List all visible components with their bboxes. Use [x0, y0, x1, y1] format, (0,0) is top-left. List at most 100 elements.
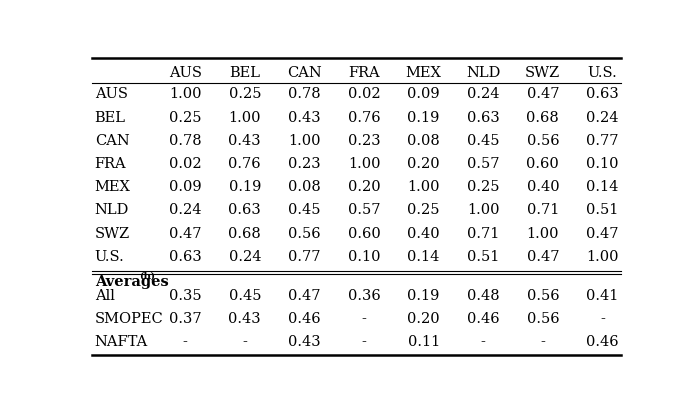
Text: 0.60: 0.60 — [527, 157, 559, 171]
Text: 0.76: 0.76 — [348, 111, 380, 125]
Text: 0.14: 0.14 — [586, 180, 619, 194]
Text: BEL: BEL — [95, 111, 125, 125]
Text: 0.02: 0.02 — [348, 87, 380, 101]
Text: 0.09: 0.09 — [169, 180, 202, 194]
Text: 0.43: 0.43 — [229, 312, 261, 326]
Text: AUS: AUS — [95, 87, 128, 101]
Text: -: - — [183, 335, 188, 349]
Text: 0.14: 0.14 — [407, 250, 440, 264]
Text: 0.57: 0.57 — [467, 157, 500, 171]
Text: 0.20: 0.20 — [407, 157, 440, 171]
Text: 0.41: 0.41 — [586, 289, 619, 303]
Text: 0.46: 0.46 — [586, 335, 619, 349]
Text: 0.35: 0.35 — [169, 289, 202, 303]
Text: 0.25: 0.25 — [467, 180, 500, 194]
Text: 1.00: 1.00 — [407, 180, 440, 194]
Text: All: All — [95, 289, 114, 303]
Text: 0.71: 0.71 — [467, 227, 500, 241]
Text: -: - — [481, 335, 486, 349]
Text: 0.63: 0.63 — [586, 87, 619, 101]
Text: 0.63: 0.63 — [229, 203, 261, 217]
Text: -: - — [362, 312, 367, 326]
Text: MEX: MEX — [95, 180, 130, 194]
Text: 1.00: 1.00 — [169, 87, 202, 101]
Text: 0.78: 0.78 — [288, 87, 321, 101]
Text: -: - — [243, 335, 247, 349]
Text: 0.20: 0.20 — [407, 312, 440, 326]
Text: 1.00: 1.00 — [348, 157, 380, 171]
Text: 0.43: 0.43 — [288, 335, 321, 349]
Text: 0.46: 0.46 — [467, 312, 500, 326]
Text: 0.63: 0.63 — [467, 111, 500, 125]
Text: U.S.: U.S. — [95, 250, 125, 264]
Text: AUS: AUS — [168, 66, 202, 80]
Text: 0.56: 0.56 — [527, 312, 559, 326]
Text: 0.23: 0.23 — [348, 134, 380, 148]
Text: 0.08: 0.08 — [407, 134, 440, 148]
Text: 0.43: 0.43 — [229, 134, 261, 148]
Text: 0.24: 0.24 — [467, 87, 500, 101]
Text: -: - — [362, 335, 367, 349]
Text: 0.77: 0.77 — [288, 250, 321, 264]
Text: 0.25: 0.25 — [407, 203, 440, 217]
Text: FRA: FRA — [95, 157, 126, 171]
Text: BEL: BEL — [229, 66, 261, 80]
Text: 1.00: 1.00 — [527, 227, 559, 241]
Text: 0.08: 0.08 — [288, 180, 321, 194]
Text: 0.19: 0.19 — [229, 180, 261, 194]
Text: NAFTA: NAFTA — [95, 335, 148, 349]
Text: Averages: Averages — [95, 275, 168, 289]
Text: 0.37: 0.37 — [169, 312, 202, 326]
Text: SMOPEC: SMOPEC — [95, 312, 164, 326]
Text: 0.20: 0.20 — [348, 180, 380, 194]
Text: 0.11: 0.11 — [407, 335, 440, 349]
Text: 0.45: 0.45 — [229, 289, 261, 303]
Text: 0.23: 0.23 — [288, 157, 321, 171]
Text: 0.45: 0.45 — [288, 203, 321, 217]
Text: 0.19: 0.19 — [407, 289, 440, 303]
Text: U.S.: U.S. — [588, 66, 617, 80]
Text: 0.51: 0.51 — [467, 250, 500, 264]
Text: NLD: NLD — [95, 203, 129, 217]
Text: 0.68: 0.68 — [527, 111, 559, 125]
Text: 0.46: 0.46 — [288, 312, 321, 326]
Text: 0.47: 0.47 — [169, 227, 202, 241]
Text: FRA: FRA — [348, 66, 380, 80]
Text: 0.10: 0.10 — [348, 250, 380, 264]
Text: 0.51: 0.51 — [586, 203, 619, 217]
Text: 1.00: 1.00 — [467, 203, 500, 217]
Text: SWZ: SWZ — [95, 227, 130, 241]
Text: 0.63: 0.63 — [169, 250, 202, 264]
Text: NLD: NLD — [466, 66, 500, 80]
Text: 0.40: 0.40 — [407, 227, 440, 241]
Text: 0.78: 0.78 — [169, 134, 202, 148]
Text: 0.25: 0.25 — [169, 111, 202, 125]
Text: 0.10: 0.10 — [586, 157, 619, 171]
Text: 0.36: 0.36 — [348, 289, 380, 303]
Text: 0.47: 0.47 — [288, 289, 321, 303]
Text: CAN: CAN — [287, 66, 322, 80]
Text: 0.45: 0.45 — [467, 134, 500, 148]
Text: 1.00: 1.00 — [288, 134, 321, 148]
Text: 1.00: 1.00 — [229, 111, 261, 125]
Text: 0.02: 0.02 — [169, 157, 202, 171]
Text: 0.56: 0.56 — [527, 289, 559, 303]
Text: 0.76: 0.76 — [229, 157, 261, 171]
Text: 0.47: 0.47 — [527, 250, 559, 264]
Text: 0.77: 0.77 — [586, 134, 619, 148]
Text: 0.43: 0.43 — [288, 111, 321, 125]
Text: -: - — [541, 335, 545, 349]
Text: 0.57: 0.57 — [348, 203, 380, 217]
Text: 1.00: 1.00 — [586, 250, 619, 264]
Text: 0.60: 0.60 — [348, 227, 380, 241]
Text: 0.47: 0.47 — [527, 87, 559, 101]
Text: 0.25: 0.25 — [229, 87, 261, 101]
Text: 0.09: 0.09 — [407, 87, 440, 101]
Text: 0.47: 0.47 — [586, 227, 619, 241]
Text: 0.48: 0.48 — [467, 289, 500, 303]
Text: 0.71: 0.71 — [527, 203, 559, 217]
Text: 0.40: 0.40 — [527, 180, 559, 194]
Text: MEX: MEX — [405, 66, 441, 80]
Text: CAN: CAN — [95, 134, 130, 148]
Text: SWZ: SWZ — [525, 66, 561, 80]
